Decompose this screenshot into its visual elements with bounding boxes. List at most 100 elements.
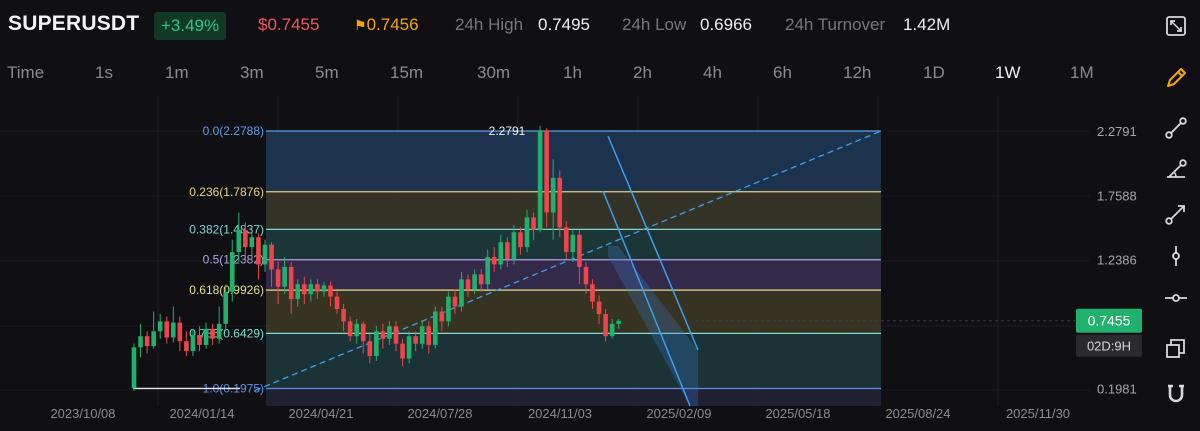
candle	[564, 227, 569, 253]
horizontal-line-icon[interactable]	[1162, 284, 1190, 312]
candle	[210, 328, 215, 339]
candle	[341, 309, 346, 322]
candle	[367, 341, 373, 357]
current-price-label: 0.7455	[1088, 313, 1131, 329]
interval-time[interactable]: Time	[7, 63, 45, 82]
interval-4h[interactable]: 4h	[703, 63, 722, 82]
turnover-value: 1.42M	[903, 15, 951, 34]
candle	[171, 322, 176, 338]
x-axis-tick: 2023/10/08	[50, 406, 115, 421]
candle	[413, 336, 418, 344]
candle	[472, 274, 477, 290]
mark-price: ⚑0.7456	[354, 15, 419, 35]
fib-zone	[266, 388, 881, 406]
fib-level-label: 0.0(2.2788)	[203, 124, 264, 138]
candle	[609, 323, 615, 337]
candle	[583, 266, 589, 285]
flag-icon: ⚑	[354, 17, 367, 33]
fib-zone	[266, 333, 881, 389]
interval-1d[interactable]: 1D	[923, 63, 945, 82]
countdown-label: 02D:9H	[1087, 339, 1131, 354]
fullscreen-icon[interactable]	[1162, 12, 1190, 40]
candle	[288, 266, 294, 300]
low-value: 0.6966	[700, 15, 752, 34]
interval-6h[interactable]: 6h	[773, 63, 792, 82]
x-axis-tick: 2025/05/18	[765, 406, 830, 421]
countdown-tag	[1076, 334, 1142, 357]
candle	[269, 244, 274, 270]
candle	[256, 237, 261, 265]
x-axis-tick: 2024/04/21	[288, 406, 353, 421]
candle	[433, 311, 438, 345]
candle	[308, 284, 314, 295]
interval-30m[interactable]: 30m	[477, 63, 511, 82]
candle	[550, 177, 556, 213]
interval-2h[interactable]: 2h	[633, 63, 652, 82]
high-label: 24h High	[455, 15, 524, 34]
interval-12h[interactable]: 12h	[843, 63, 872, 82]
candle	[596, 301, 602, 314]
candle	[321, 285, 327, 292]
angle-line-icon[interactable]	[1162, 156, 1190, 184]
candle	[144, 336, 150, 347]
interval-1w[interactable]: 1W	[995, 63, 1021, 82]
x-axis-tick: 2025/08/24	[885, 406, 950, 421]
pencil-icon[interactable]	[1162, 64, 1190, 92]
candle	[347, 321, 353, 337]
candle	[164, 321, 170, 338]
candle	[406, 336, 412, 359]
interval-3m[interactable]: 3m	[240, 63, 264, 82]
interval-1mo[interactable]: 1M	[1070, 63, 1094, 82]
candle	[157, 321, 163, 332]
y-axis-tick: 1.7588	[1097, 188, 1137, 203]
candle	[282, 266, 287, 287]
candle	[229, 252, 235, 292]
interval-1h[interactable]: 1h	[563, 63, 582, 82]
y-axis-tick: 2.2791	[1097, 124, 1137, 139]
candle	[544, 130, 549, 213]
interval-5m[interactable]: 5m	[315, 63, 339, 82]
candle	[590, 284, 595, 302]
fib-zone	[266, 191, 881, 230]
candle	[465, 279, 471, 290]
candle	[505, 242, 510, 260]
fib-zone	[266, 259, 881, 291]
low-label: 24h Low	[622, 15, 687, 34]
interval-15m[interactable]: 15m	[390, 63, 424, 82]
price-chart[interactable]: 0.0(2.2788)0.236(1.7876)0.382(1.4837)0.5…	[0, 96, 1150, 431]
peak-price-label: 2.2791	[489, 124, 526, 138]
candle	[275, 269, 281, 287]
candle	[511, 232, 517, 260]
candle	[577, 234, 582, 267]
symbol-name[interactable]: SUPERUSDT	[8, 12, 140, 35]
vertical-line-icon[interactable]	[1162, 242, 1190, 270]
fib-level-label: 0.618(0.9926)	[189, 283, 264, 297]
candle	[400, 343, 405, 359]
channel-fill	[608, 246, 698, 406]
channel-line-lower	[602, 190, 691, 407]
candle	[439, 311, 445, 322]
interval-1m[interactable]: 1m	[165, 63, 189, 82]
candle	[374, 331, 379, 357]
ray-icon[interactable]	[1162, 200, 1190, 228]
interval-1s[interactable]: 1s	[95, 63, 113, 82]
layers-icon[interactable]	[1162, 334, 1190, 362]
x-axis-tick: 2025/02/09	[646, 406, 711, 421]
candle	[557, 177, 563, 228]
trend-line-icon[interactable]	[1162, 114, 1190, 142]
turnover-label: 24h Turnover	[785, 15, 886, 34]
last-price: $0.7455	[258, 15, 320, 34]
y-axis-tick: 0.1981	[1097, 381, 1137, 396]
candle	[393, 326, 399, 344]
magnet-icon[interactable]	[1162, 380, 1190, 408]
change-badge: +3.49%	[154, 12, 227, 40]
candle	[446, 296, 451, 322]
candle	[138, 336, 143, 348]
candle	[498, 242, 504, 265]
candle	[236, 229, 242, 253]
fib-zone	[266, 290, 881, 334]
candle	[419, 326, 425, 344]
candle	[380, 331, 386, 339]
candle	[524, 217, 530, 248]
x-axis-tick: 2024/07/28	[407, 406, 472, 421]
